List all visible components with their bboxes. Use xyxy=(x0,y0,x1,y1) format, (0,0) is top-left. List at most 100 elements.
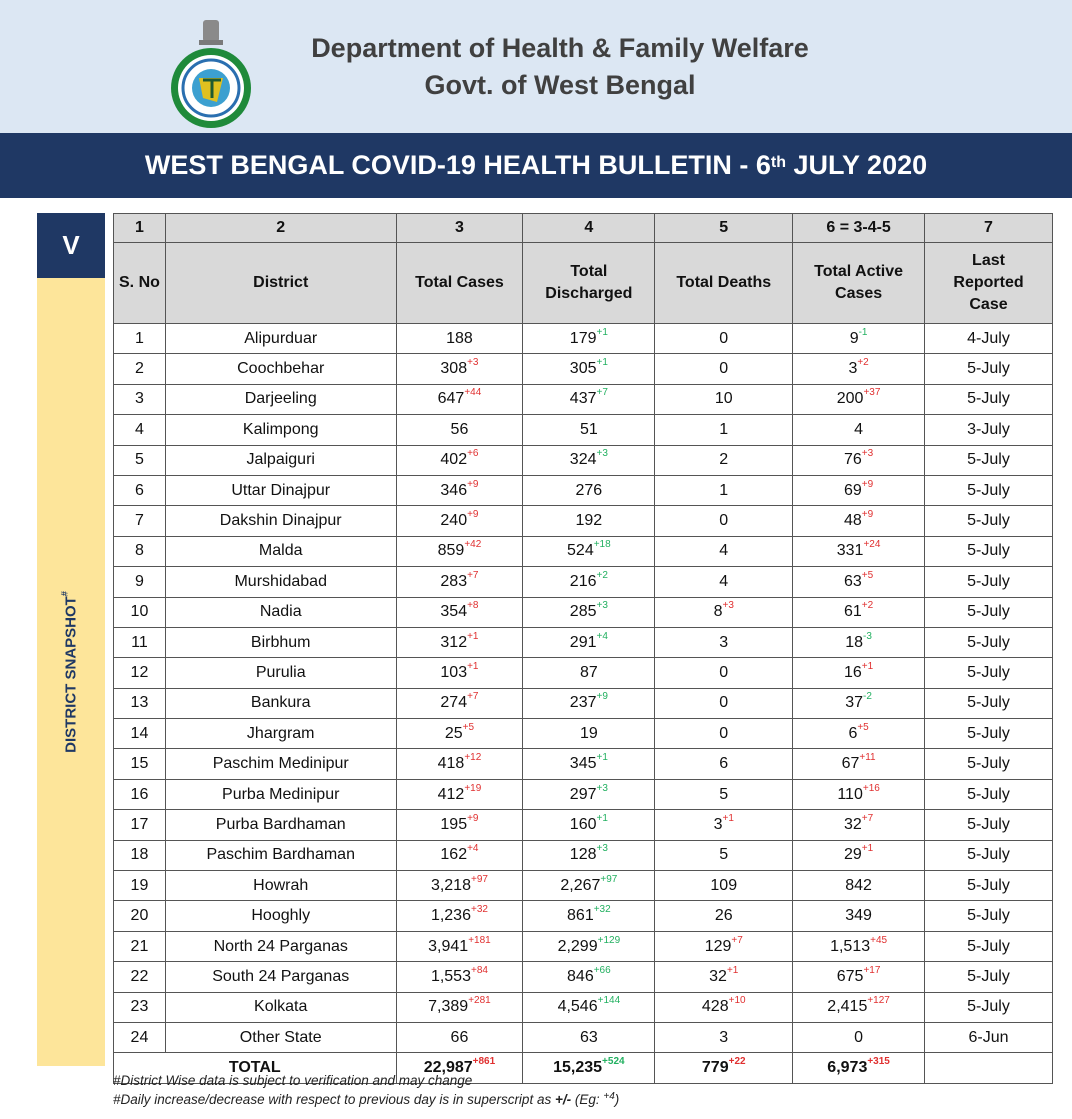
total-deaths: 6 xyxy=(654,748,794,780)
cell-value: 4 xyxy=(719,572,729,590)
total-discharged: 324+3 xyxy=(522,444,656,476)
serial-number: 11 xyxy=(113,626,166,659)
daily-change: +2 xyxy=(861,600,874,612)
last-reported-case: 5-July xyxy=(924,626,1053,659)
cell-value: 22,987 xyxy=(423,1059,473,1077)
total-discharged: 128+3 xyxy=(522,839,656,872)
last-reported-case: 5-July xyxy=(924,383,1053,416)
daily-change: +9 xyxy=(861,509,874,521)
total-deaths: 109 xyxy=(654,870,794,902)
total-active-cases: 48+9 xyxy=(792,505,926,537)
total-active-cases: 32+7 xyxy=(792,809,926,841)
daily-change: +3 xyxy=(861,448,874,460)
total-discharged: 437+7 xyxy=(522,383,656,416)
cell-value: 195 xyxy=(440,815,468,833)
serial-number: 19 xyxy=(113,870,166,902)
daily-change: +16 xyxy=(862,782,880,794)
daily-change: +181 xyxy=(468,934,491,946)
cell-value: 331 xyxy=(836,542,864,560)
serial-number: 6 xyxy=(113,474,166,507)
cell-value: 8 xyxy=(713,603,723,621)
daily-change: +4 xyxy=(596,630,608,642)
daily-change: +1 xyxy=(596,752,608,764)
total-deaths: 428+10 xyxy=(654,991,794,1023)
cell-value: 354 xyxy=(440,603,468,621)
last-reported-case: 4-July xyxy=(924,322,1053,355)
daily-change: +1 xyxy=(467,630,479,642)
cell-value: 179 xyxy=(569,329,597,347)
daily-change: +7 xyxy=(731,934,743,946)
cell-value: 109 xyxy=(710,876,738,894)
total-active-cases: 3+2 xyxy=(792,353,926,385)
total-deaths: 2 xyxy=(654,444,794,476)
serial-number: 24 xyxy=(113,1021,166,1054)
cell-value: 48 xyxy=(843,512,862,530)
cell-value: 647 xyxy=(437,390,465,408)
last-reported-case: 5-July xyxy=(924,809,1053,841)
district-name: Uttar Dinajpur xyxy=(164,474,397,507)
cell-value: 25 xyxy=(444,724,463,742)
total-discharged: 345+1 xyxy=(522,748,656,780)
section-sidebar xyxy=(37,278,105,1066)
daily-change: +11 xyxy=(859,752,876,764)
cell-value: 274 xyxy=(440,694,468,712)
total-cases: 56 xyxy=(395,414,524,446)
footnote-verification: #District Wise data is subject to verifi… xyxy=(113,1073,473,1088)
daily-change: +8 xyxy=(467,600,479,612)
total-deaths: 4 xyxy=(654,566,794,598)
cell-value: 87 xyxy=(579,663,598,681)
cell-value: 0 xyxy=(854,1028,864,1046)
total-deaths: 779+22 xyxy=(654,1052,794,1085)
cell-value: 63 xyxy=(843,572,862,590)
serial-number: 14 xyxy=(113,718,166,750)
district-name: Malda xyxy=(164,535,397,568)
last-reported-case: 5-July xyxy=(924,444,1053,476)
cell-value: 16 xyxy=(843,663,862,681)
total-cases: 240+9 xyxy=(395,505,524,537)
district-name: Purba Bardhaman xyxy=(164,809,397,841)
district-name: Birbhum xyxy=(164,626,397,659)
total-active-cases: 63+5 xyxy=(792,566,926,598)
total-active: 6,973+315 xyxy=(792,1052,926,1085)
total-cases: 162+4 xyxy=(395,839,524,872)
total-discharged: 276 xyxy=(522,474,656,507)
table-row: 19 Howrah 3,218+97 2,267+97 109 842 5-July xyxy=(113,870,1053,902)
last-reported-case: 5-July xyxy=(924,961,1053,993)
cell-value: 66 xyxy=(450,1028,469,1046)
last-reported-case: 6-Jun xyxy=(924,1021,1053,1054)
daily-change: +84 xyxy=(470,964,488,976)
daily-change: +6 xyxy=(467,448,479,460)
total-cases: 418+12 xyxy=(395,748,524,780)
bulletin-title-text: WEST BENGAL COVID-19 HEALTH BULLETIN - 6 xyxy=(144,150,771,180)
cell-value: 4,546 xyxy=(557,998,598,1016)
daily-change: +7 xyxy=(861,812,874,824)
total-discharged: 291+4 xyxy=(522,626,656,659)
footnote-text: #Daily increase/decrease with respect to… xyxy=(113,1092,555,1107)
cell-value: 283 xyxy=(440,572,468,590)
total-row: TOTAL 22,987+861 15,235+524 779+22 6,973… xyxy=(113,1052,1053,1085)
last-reported-case: 5-July xyxy=(924,505,1053,537)
total-cases: 859+42 xyxy=(395,535,524,568)
daily-change: +18 xyxy=(593,539,611,551)
total-deaths: 5 xyxy=(654,778,794,811)
last-reported-case: 3-July xyxy=(924,414,1053,446)
table-row: 5 Jalpaiguri 402+6 324+3 2 76+3 5-July xyxy=(113,444,1053,476)
cell-value: 5 xyxy=(719,846,729,864)
daily-change: +45 xyxy=(870,934,888,946)
total-deaths: 3 xyxy=(654,626,794,659)
daily-change: +9 xyxy=(467,478,479,490)
serial-number: 9 xyxy=(113,566,166,598)
daily-change: +4 xyxy=(467,843,479,855)
cell-value: 842 xyxy=(845,876,872,894)
cell-value: 779 xyxy=(701,1059,729,1077)
district-name: South 24 Parganas xyxy=(164,961,397,993)
total-cases: 274+7 xyxy=(395,687,524,720)
daily-change: +2 xyxy=(857,357,869,369)
cell-value: 305 xyxy=(569,360,597,378)
column-header: District xyxy=(164,242,397,324)
total-deaths: 26 xyxy=(654,900,794,932)
daily-change: +315 xyxy=(867,1056,890,1068)
cell-value: 4 xyxy=(854,420,864,438)
cell-value: 76 xyxy=(843,451,862,469)
daily-change: +42 xyxy=(464,539,482,551)
